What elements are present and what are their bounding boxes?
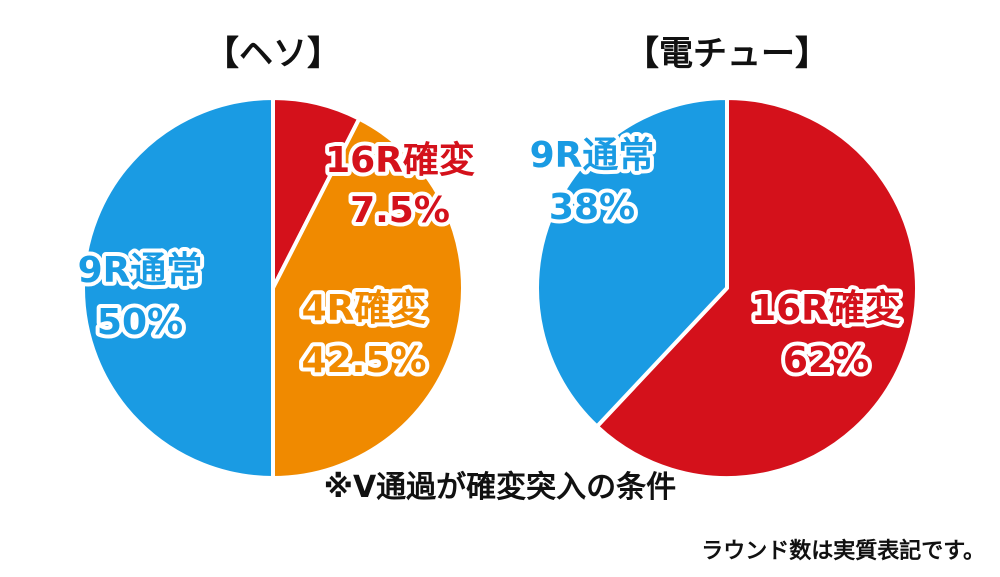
- heso-pie: [81, 96, 465, 480]
- dencyu-pie: [535, 96, 919, 480]
- dencyu-title: 【電チュー】: [625, 34, 829, 74]
- round-footnote: ラウンド数は実質表記です。: [701, 538, 985, 564]
- slice-percent-label: 42.5%: [302, 340, 427, 381]
- pie-slice: [81, 96, 275, 480]
- slice-percent-label: 50%: [97, 302, 183, 343]
- slice-name-label: 16R確変: [751, 287, 901, 329]
- slice-percent-label: 62%: [783, 340, 869, 381]
- heso-title: 【ヘソ】: [205, 34, 341, 74]
- pie-slice: [271, 116, 465, 480]
- slice-name-label: 9R通常: [530, 135, 655, 176]
- v-condition-note: ※V通過が確変突入の条件: [324, 470, 676, 505]
- slice-labels: 16R確変 7.5% 4R確変 42.5% 9R通常 50% 16R確変 62% 9R通常 38%: [74, 131, 905, 385]
- slice-name-label: 4R確変: [302, 287, 427, 329]
- slice-name-label: 16R確変: [325, 139, 475, 181]
- slice-percent-label: 38%: [549, 187, 635, 228]
- slice-percent-label: 7.5%: [350, 190, 450, 231]
- slice-name-label: 9R通常: [78, 250, 203, 291]
- pie-slice: [594, 96, 919, 480]
- pie-slice: [535, 96, 729, 429]
